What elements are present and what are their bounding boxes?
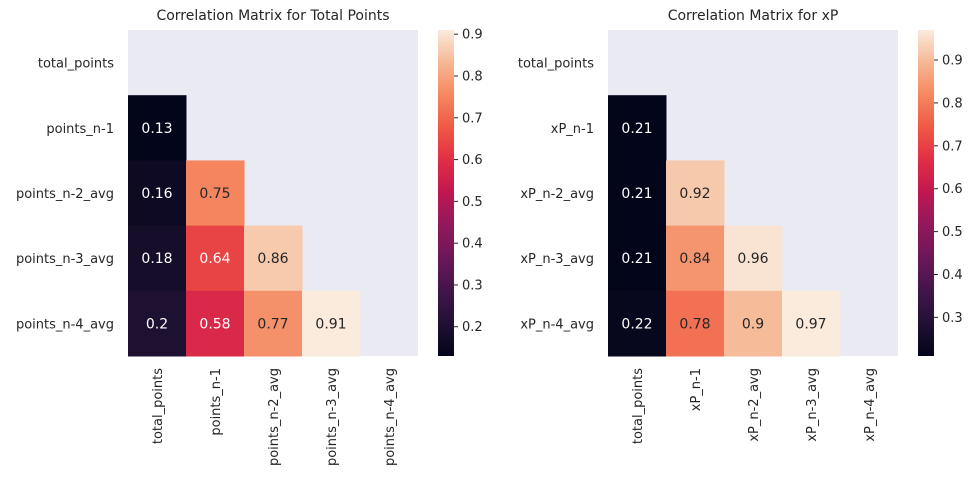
x-tick-label: xP_n-3_avg (805, 368, 820, 442)
cell-annotation: 0.92 (679, 186, 710, 202)
cell-annotation: 0.75 (199, 186, 230, 202)
heatmap-cell (666, 290, 725, 357)
heatmap-cell (724, 290, 783, 357)
y-tick-label: points_n-3_avg (16, 252, 114, 267)
heatmap-cell (128, 95, 187, 161)
y-tick-label: xP_n-4_avg (520, 317, 594, 332)
colorbar-tick-label: 0.8 (462, 69, 483, 84)
y-tick-label: total_points (518, 57, 594, 72)
cell-annotation: 0.22 (621, 316, 652, 332)
heatmap-cell (782, 290, 841, 357)
chart-title: Correlation Matrix for Total Points (156, 8, 389, 24)
cell-annotation: 0.21 (621, 251, 652, 267)
x-tick-label: total_points (631, 368, 646, 444)
cell-annotation: 0.21 (621, 121, 652, 137)
cell-annotation: 0.84 (679, 251, 710, 267)
colorbar-tick-label: 0.2 (462, 320, 483, 335)
heatmap-cell (128, 160, 187, 227)
colorbar-tick-label: 0.7 (462, 111, 483, 126)
x-tick-label: xP_n-2_avg (747, 368, 762, 442)
heatmap-panel-2: Correlation Matrix for xP 0.21 0.21 0.92 0.2… (518, 8, 963, 444)
heatmap-cell (608, 95, 667, 161)
colorbar-tick-label: 0.9 (942, 54, 963, 69)
cell-annotation: 0.21 (621, 186, 652, 202)
cell-annotation: 0.13 (141, 121, 172, 137)
heatmap-cell (666, 225, 725, 292)
heatmap-cell (724, 225, 783, 292)
cell-annotation: 0.96 (737, 251, 768, 267)
heatmap-cell (128, 225, 187, 292)
y-tick-label: xP_n-3_avg (520, 252, 594, 267)
chart-title: Correlation Matrix for xP (668, 8, 839, 24)
cell-annotation: 0.78 (679, 316, 710, 332)
y-tick-label: points_n-4_avg (16, 317, 114, 332)
heatmap-cell (608, 290, 667, 357)
heatmap-cell (128, 290, 187, 357)
colorbar-tick-label: 0.3 (462, 278, 483, 293)
cell-annotation: 0.77 (257, 316, 288, 332)
heatmap-cell (302, 290, 361, 357)
x-tick-label: total_points (151, 368, 166, 444)
cell-annotation: 0.9 (742, 316, 764, 332)
cell-annotation: 0.16 (141, 186, 172, 202)
cell-annotation: 0.97 (795, 316, 826, 332)
colorbar-tick-label: 0.5 (942, 225, 963, 240)
heatmap-cell (608, 225, 667, 292)
y-tick-label: xP_n-1 (551, 122, 594, 137)
heatmap-cell (608, 160, 667, 227)
colorbar-tick-label: 0.5 (462, 195, 483, 210)
colorbar (918, 30, 934, 356)
colorbar-tick-label: 0.6 (942, 182, 963, 197)
y-tick-label: total_points (38, 57, 114, 72)
heatmap-cell (666, 160, 725, 227)
cell-annotation: 0.91 (315, 316, 346, 332)
x-tick-label: points_n-4_avg (383, 368, 398, 466)
y-tick-label: points_n-2_avg (16, 187, 114, 202)
colorbar-tick-label: 0.4 (942, 268, 963, 283)
cell-annotation: 0.18 (141, 251, 172, 267)
heatmap-cell (186, 225, 245, 292)
colorbar-tick-label: 0.3 (942, 311, 963, 326)
heatmap-cell (244, 290, 303, 357)
cell-annotation: 0.86 (257, 251, 288, 267)
x-tick-label: xP_n-1 (689, 368, 704, 411)
cell-annotation: 0.64 (199, 251, 230, 267)
colorbar-tick-label: 0.6 (462, 153, 483, 168)
y-tick-label: xP_n-2_avg (520, 187, 594, 202)
heatmap-panel-1: Correlation Matrix for Total Points 0.13 0… (16, 8, 483, 466)
x-tick-label: xP_n-4_avg (863, 368, 878, 442)
colorbar-tick-label: 0.9 (462, 28, 483, 43)
colorbar (438, 30, 454, 356)
heatmap-cell (186, 290, 245, 357)
cell-annotation: 0.2 (146, 316, 168, 332)
colorbar-tick-label: 0.7 (942, 139, 963, 154)
colorbar-tick-label: 0.4 (462, 237, 483, 252)
cell-annotation: 0.58 (199, 316, 230, 332)
x-tick-label: points_n-2_avg (267, 368, 282, 466)
heatmap-cell (186, 160, 245, 227)
heatmap-cell (244, 225, 303, 292)
x-tick-label: points_n-1 (209, 368, 224, 436)
x-tick-label: points_n-3_avg (325, 368, 340, 466)
colorbar-tick-label: 0.8 (942, 96, 963, 111)
y-tick-label: points_n-1 (46, 122, 114, 137)
